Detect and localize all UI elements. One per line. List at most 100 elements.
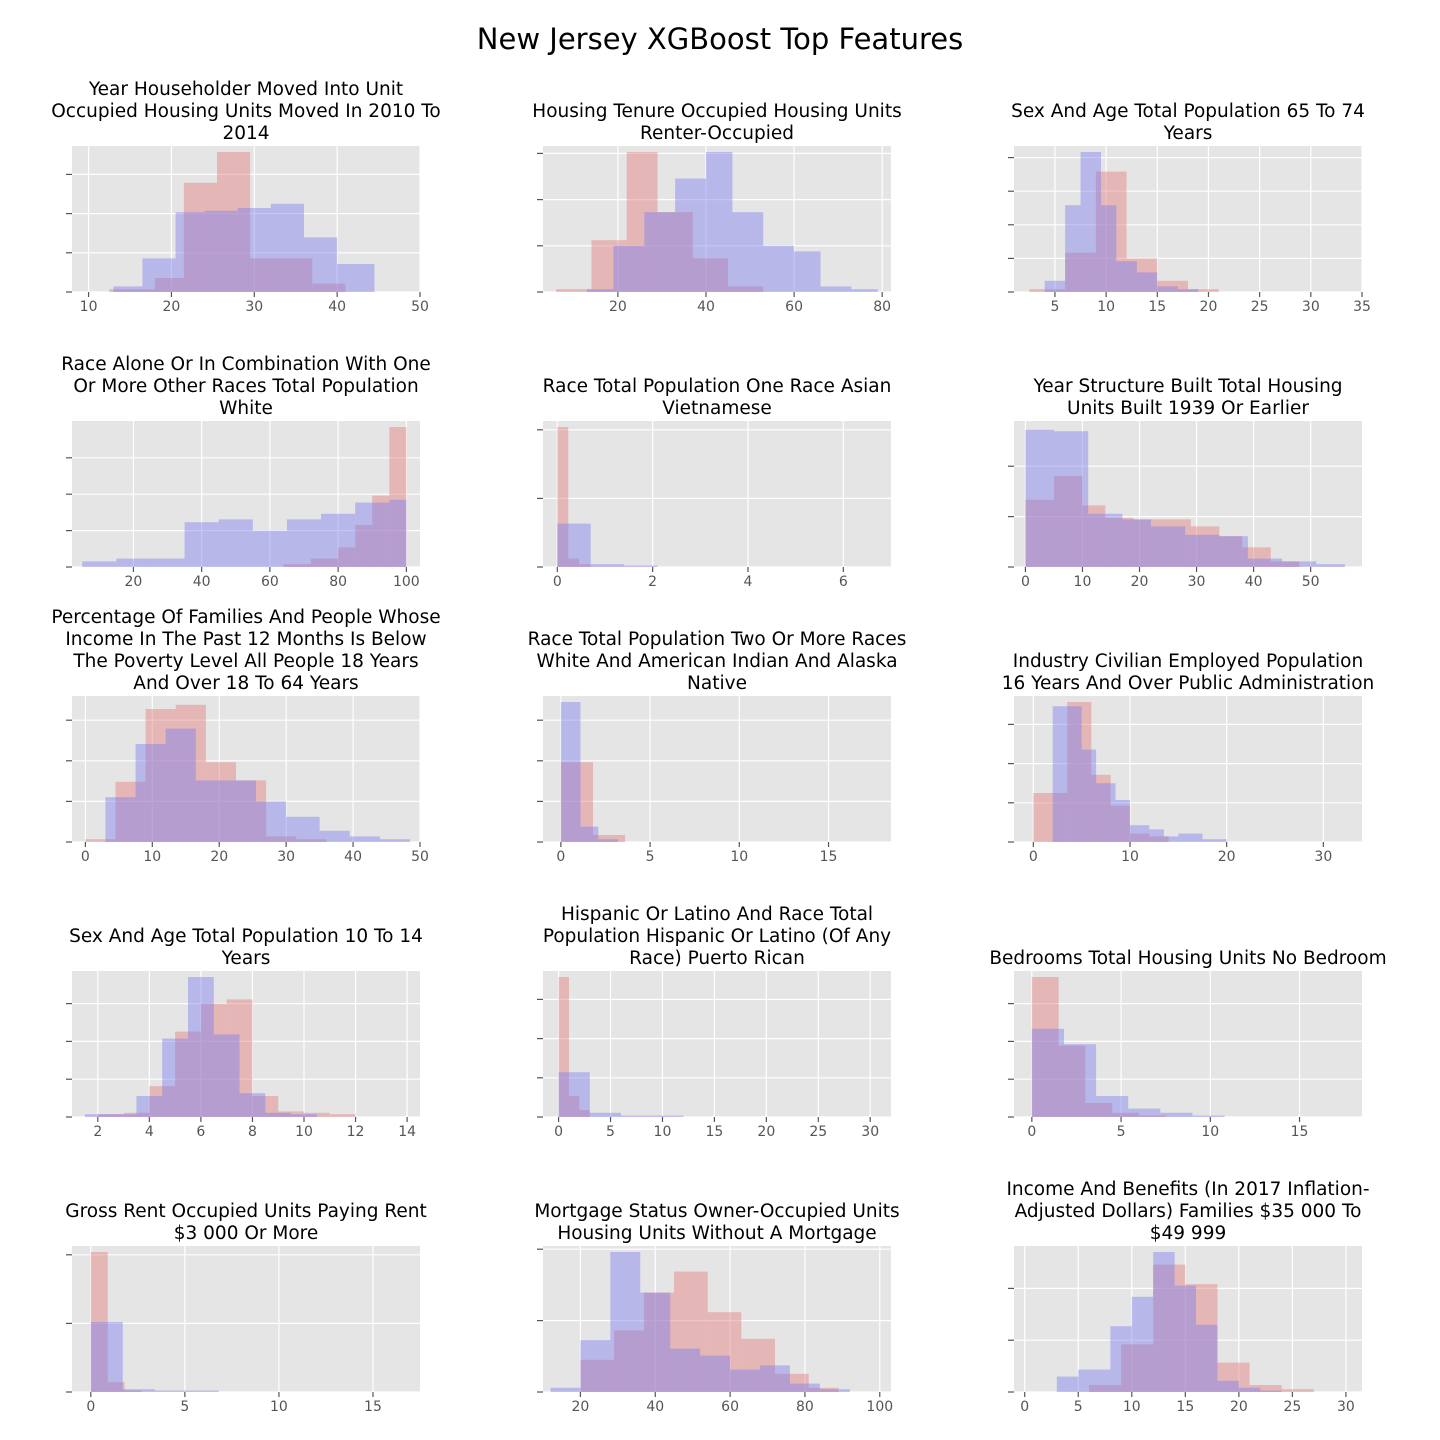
histogram-panel-13: 0 5 10 15 Gross Rent Occupied Units Paying R… bbox=[65, 1201, 426, 1415]
blue-histogram-bar bbox=[1149, 829, 1164, 842]
blue-histogram-bar bbox=[560, 702, 581, 842]
blue-histogram-bar bbox=[286, 519, 322, 567]
blue-histogram-bar bbox=[1056, 1376, 1079, 1392]
plot-area bbox=[543, 1246, 891, 1392]
subplot-title: Industry Civilian Employed Population bbox=[1013, 651, 1363, 672]
red-histogram-bar bbox=[1242, 547, 1271, 567]
subplot-title: Years bbox=[1163, 123, 1213, 144]
subplot-title: And Over 18 To 64 Years bbox=[133, 673, 358, 694]
red-histogram-bar bbox=[1067, 702, 1092, 842]
x-tick-label: 10 bbox=[654, 1124, 672, 1140]
blue-histogram-bar bbox=[184, 522, 219, 567]
red-histogram-bar bbox=[1095, 171, 1127, 292]
red-histogram-bar bbox=[728, 286, 764, 292]
blue-histogram-bar bbox=[557, 523, 591, 567]
blue-histogram-bar bbox=[789, 1383, 820, 1392]
x-tick-label: 60 bbox=[721, 1399, 739, 1415]
red-histogram-bar bbox=[329, 1114, 356, 1117]
x-tick-label: 30 bbox=[1337, 1399, 1355, 1415]
blue-histogram-bar bbox=[1163, 836, 1179, 842]
blue-histogram-bar bbox=[675, 178, 706, 292]
blue-histogram-bar bbox=[820, 286, 852, 292]
plot-area bbox=[1014, 421, 1362, 567]
blue-histogram-bar bbox=[1260, 1390, 1282, 1392]
subplot-title: The Poverty Level All People 18 Years bbox=[72, 651, 418, 672]
red-histogram-bar bbox=[1112, 1112, 1139, 1117]
red-histogram-bar bbox=[1249, 1385, 1282, 1392]
red-histogram-bar bbox=[741, 1338, 775, 1392]
x-tick-label: 10 bbox=[1123, 1399, 1141, 1415]
blue-histogram-bar bbox=[851, 289, 878, 292]
x-tick-label: 30 bbox=[1188, 574, 1206, 590]
x-tick-label: 0 bbox=[81, 849, 90, 865]
blue-histogram-bar bbox=[135, 744, 166, 842]
histogram-panel-7: 0 10 20 30 40 50 Percentage Of Families And Pe… bbox=[51, 607, 440, 865]
blue-histogram-bar bbox=[587, 289, 614, 292]
subplot-title: Sex And Age Total Population 10 To 14 bbox=[69, 926, 423, 947]
x-tick-label: 6 bbox=[196, 1124, 205, 1140]
blue-histogram-bar bbox=[1150, 526, 1186, 567]
subplot-title: Year Structure Built Total Housing bbox=[1032, 376, 1342, 397]
blue-histogram-bar bbox=[624, 565, 658, 567]
blue-histogram-bar bbox=[670, 1348, 701, 1392]
red-histogram-bar bbox=[707, 1312, 742, 1392]
plot-area bbox=[543, 146, 891, 292]
blue-histogram-bar bbox=[1196, 1324, 1218, 1392]
blue-histogram-bar bbox=[580, 1340, 611, 1392]
blue-histogram-bar bbox=[142, 258, 176, 292]
blue-histogram-bar bbox=[598, 839, 618, 842]
blue-histogram-bar bbox=[1115, 800, 1130, 842]
subplot-title: Hispanic Or Latino And Race Total bbox=[561, 904, 873, 925]
x-tick-label: 30 bbox=[245, 299, 263, 315]
x-tick-label: 15 bbox=[820, 849, 838, 865]
x-tick-label: 0 bbox=[1027, 1124, 1036, 1140]
red-histogram-bar bbox=[145, 709, 176, 842]
plot-area bbox=[543, 971, 891, 1117]
x-tick-label: 40 bbox=[193, 574, 211, 590]
x-tick-label: 10 bbox=[730, 849, 748, 865]
blue-histogram-bar bbox=[186, 1390, 219, 1392]
x-tick-label: 6 bbox=[839, 574, 848, 590]
plot-area bbox=[1014, 971, 1362, 1117]
x-tick-label: 20 bbox=[1230, 1399, 1248, 1415]
red-histogram-bar bbox=[1105, 518, 1134, 567]
blue-histogram-bar bbox=[122, 1389, 155, 1392]
x-tick-label: 15 bbox=[705, 1124, 723, 1140]
blue-histogram-bar bbox=[1153, 1252, 1175, 1392]
x-tick-label: 50 bbox=[1302, 574, 1320, 590]
blue-histogram-bar bbox=[82, 561, 117, 567]
red-histogram-bar bbox=[107, 1382, 125, 1392]
red-histogram-bar bbox=[283, 564, 311, 567]
blue-histogram-bar bbox=[256, 801, 287, 842]
blue-histogram-bar bbox=[1192, 1115, 1225, 1117]
subplot-title: Years bbox=[221, 948, 271, 969]
red-histogram-bar bbox=[252, 1096, 279, 1117]
subplot-title: Race Total Population One Race Asian bbox=[543, 376, 892, 397]
blue-histogram-bar bbox=[1157, 286, 1178, 292]
blue-histogram-bar bbox=[105, 797, 136, 842]
blue-histogram-bar bbox=[1202, 839, 1227, 842]
blue-histogram-bar bbox=[732, 212, 764, 292]
red-histogram-bar bbox=[1149, 836, 1169, 842]
blue-histogram-bar bbox=[154, 1390, 187, 1392]
red-histogram-bar bbox=[673, 1271, 708, 1392]
histogram-panel-11: 0 5 10 15 20 25 30 Hispanic Or Latino And Race … bbox=[537, 904, 891, 1140]
x-tick-label: 4 bbox=[744, 574, 753, 590]
red-histogram-bar bbox=[355, 525, 373, 567]
red-histogram-bar bbox=[123, 1112, 150, 1117]
x-tick-label: 50 bbox=[411, 299, 429, 315]
blue-histogram-bar bbox=[700, 1355, 731, 1392]
red-histogram-bar bbox=[1058, 1045, 1086, 1117]
red-histogram-bar bbox=[1088, 1385, 1122, 1392]
blue-histogram-bar bbox=[1177, 289, 1199, 292]
red-histogram-bar bbox=[296, 839, 327, 842]
x-tick-label: 14 bbox=[398, 1124, 416, 1140]
red-histogram-bar bbox=[312, 283, 346, 292]
x-tick-label: 40 bbox=[697, 299, 715, 315]
red-histogram-bar bbox=[205, 762, 236, 842]
blue-histogram-bar bbox=[1067, 706, 1082, 842]
x-tick-label: 35 bbox=[1353, 299, 1371, 315]
blue-histogram-bar bbox=[239, 1093, 266, 1117]
blue-histogram-bar bbox=[1052, 706, 1068, 842]
x-tick-label: 20 bbox=[1200, 299, 1218, 315]
